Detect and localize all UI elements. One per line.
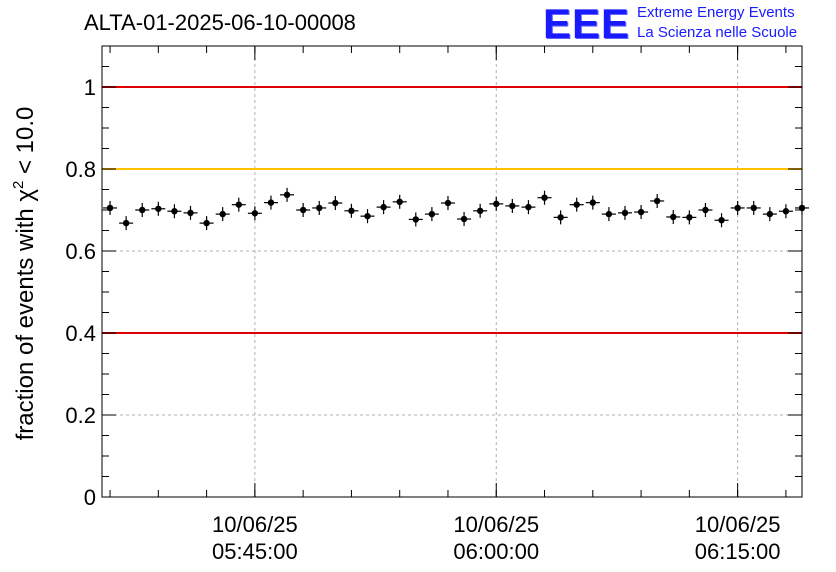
data-point	[139, 206, 146, 214]
data-point	[299, 206, 307, 214]
data-point	[122, 219, 130, 227]
plot-frame	[101, 45, 803, 498]
data-point	[509, 202, 516, 210]
data-point	[187, 209, 194, 217]
data-point	[412, 216, 419, 223]
data-point	[653, 197, 661, 205]
x-tick-time: 06:00:00	[453, 539, 539, 564]
data-point	[798, 204, 806, 212]
data-point	[476, 207, 484, 215]
data-point	[155, 205, 162, 212]
data-point	[380, 203, 387, 211]
y-tick-label: 0.2	[65, 403, 96, 428]
data-point	[782, 208, 790, 215]
data-point	[718, 217, 725, 224]
chart-title: ALTA-01-2025-06-10-00008	[84, 10, 356, 35]
y-tick-label: 1	[84, 75, 96, 100]
axes: 00.20.40.60.8110/06/2505:45:0010/06/2506…	[65, 45, 802, 564]
data-point	[283, 191, 291, 199]
data-points	[103, 187, 809, 231]
logo-line-2: La Scienza nelle Scuole	[637, 24, 798, 41]
data-point	[203, 219, 210, 227]
x-tick-date: 10/06/25	[453, 512, 539, 537]
data-point	[235, 201, 242, 208]
data-point	[573, 201, 580, 208]
data-point	[106, 204, 114, 212]
data-point	[686, 214, 693, 221]
data-point	[541, 194, 548, 201]
logo-letters: EEE	[543, 0, 631, 47]
data-point	[251, 210, 259, 217]
data-point	[460, 215, 468, 223]
data-point	[589, 199, 597, 206]
data-point	[428, 210, 436, 218]
data-point	[332, 199, 339, 207]
data-point	[444, 199, 452, 207]
data-point	[364, 212, 371, 220]
y-tick-label: 0.4	[65, 321, 96, 346]
x-tick-time: 05:45:00	[212, 539, 298, 564]
eee-logo: EEE Extreme Energy Events La Scienza nel…	[543, 0, 833, 47]
logo-line-1: Extreme Energy Events	[637, 4, 795, 21]
y-tick-label: 0.8	[65, 157, 96, 182]
y-axis-label-tail: < 10.0	[12, 107, 39, 181]
data-point	[525, 203, 532, 211]
grid-lines	[102, 46, 802, 497]
data-point	[348, 207, 355, 215]
data-point	[171, 208, 178, 215]
data-point	[493, 200, 500, 208]
data-point	[605, 210, 613, 218]
data-point	[702, 206, 709, 214]
y-axis-label-main: fraction of events with χ	[12, 189, 39, 441]
data-point	[766, 210, 774, 218]
data-point	[621, 209, 629, 217]
data-point	[670, 213, 677, 221]
x-tick-date: 10/06/25	[695, 512, 781, 537]
data-point	[219, 210, 226, 218]
data-point	[557, 214, 564, 221]
data-point	[396, 198, 403, 205]
x-tick-date: 10/06/25	[212, 512, 298, 537]
y-tick-label: 0	[84, 485, 96, 510]
y-axis-label: fraction of events with χ2 < 10.0	[10, 107, 39, 441]
x-tick-time: 06:15:00	[695, 539, 781, 564]
data-point	[750, 204, 757, 212]
data-point	[734, 204, 741, 212]
y-axis-label-sup: 2	[10, 181, 27, 189]
y-tick-label: 0.6	[65, 239, 96, 264]
data-point	[316, 204, 323, 212]
data-point	[267, 199, 275, 206]
reference-lines	[102, 86, 802, 334]
data-point	[637, 208, 645, 216]
